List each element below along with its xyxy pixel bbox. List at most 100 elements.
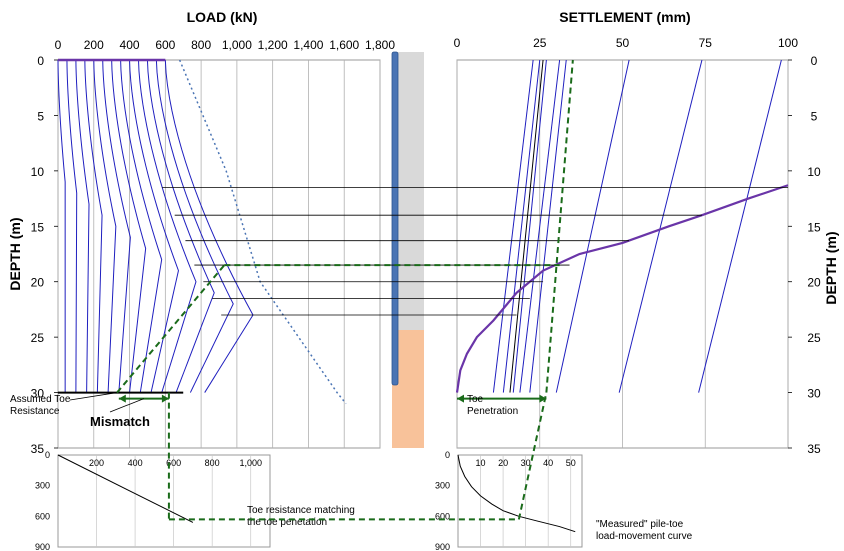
settlement-y-tick: 0 xyxy=(811,54,818,68)
load-x-tick: 800 xyxy=(191,38,211,52)
load-curve xyxy=(146,59,215,393)
load-curve xyxy=(66,59,78,393)
tm-x-tick: 10 xyxy=(476,458,486,468)
measured-label-2: load-movement curve xyxy=(596,531,693,542)
toe-penetration-label-1: Toe xyxy=(467,394,484,405)
load-y-tick: 0 xyxy=(37,54,44,68)
settlement-x-tick: 100 xyxy=(778,36,798,50)
settlement-y-ticks: 0 5 10 15 20 25 30 35 xyxy=(807,54,821,456)
tr-x-tick: 600 xyxy=(166,458,181,468)
load-x-tick: 1,000 xyxy=(222,38,252,52)
tr-y-tick: 600 xyxy=(35,511,50,521)
settlement-x-tick: 75 xyxy=(699,36,713,50)
tm-y-tick: 900 xyxy=(435,542,450,551)
settlement-x-tick: 50 xyxy=(616,36,630,50)
construction-lines xyxy=(116,59,574,521)
load-y-tick: 30 xyxy=(31,387,45,401)
toe-match-label-2: the toe penetation xyxy=(247,517,327,528)
toe-pen-arrowhead-left xyxy=(457,394,464,403)
toe-resistance-x-ticks: 200 400 600 800 1,000 xyxy=(89,458,262,468)
toe-penetration-label-2: Penetration xyxy=(467,406,518,417)
load-curve xyxy=(129,59,179,393)
toe-match-label-1: Toe resistance matching xyxy=(247,505,355,516)
toe-movement-plot xyxy=(457,454,583,548)
settlement-y-tick: 20 xyxy=(807,276,821,290)
load-x-tick: 1,200 xyxy=(258,38,288,52)
toe-resistance-line xyxy=(57,454,194,523)
settlement-y-tick: 25 xyxy=(807,331,821,345)
tm-y-tick: 0 xyxy=(445,450,450,460)
construction-line xyxy=(545,59,574,393)
toe-resistance-grid xyxy=(96,455,252,547)
toe-movement-y-ticks: 0 300 600 900 xyxy=(435,450,450,551)
settlement-chart: SETTLEMENT (mm) 0 25 50 75 100 0 5 10 15 20 25 30 3… xyxy=(454,9,839,456)
tr-x-tick: 200 xyxy=(89,458,104,468)
toe-resistance-plot xyxy=(57,454,271,548)
load-x-tick: 400 xyxy=(120,38,140,52)
assumed-toe-label-1: Assumed Toe xyxy=(10,394,71,405)
mismatch-label: Mismatch xyxy=(90,414,150,429)
load-ylabel: DEPTH (m) xyxy=(7,217,23,290)
load-y-tick: 25 xyxy=(31,331,45,345)
load-curve xyxy=(57,59,66,393)
load-curve xyxy=(138,59,197,393)
mismatch-pointer xyxy=(109,398,145,413)
settlement-line xyxy=(618,59,703,393)
toe-resistance-curves xyxy=(57,454,194,523)
settlement-y-tick: 10 xyxy=(807,165,821,179)
measured-label-1: "Measured" pile-toe xyxy=(596,519,684,530)
tr-y-tick: 900 xyxy=(35,542,50,551)
load-y-tick: 5 xyxy=(37,109,44,123)
load-y-tick: 20 xyxy=(31,276,45,290)
load-curve xyxy=(75,59,90,393)
tr-y-tick: 300 xyxy=(35,481,50,491)
tr-x-tick: 400 xyxy=(128,458,143,468)
load-curve xyxy=(120,59,163,393)
settlement-title: SETTLEMENT (mm) xyxy=(559,9,690,25)
load-y-ticks: 0 5 10 15 20 25 30 35 xyxy=(31,54,45,456)
settlement-line xyxy=(519,59,561,393)
toe-movement-chart: 10 20 30 40 50 0 300 600 900 "Measured" pile-to… xyxy=(435,450,693,551)
load-x-tick: 200 xyxy=(84,38,104,52)
settlement-x-tick: 0 xyxy=(454,36,461,50)
load-x-ticks: 0 200 400 600 800 1,000 1,200 1,400 1,600 1,800 xyxy=(55,38,396,52)
construction-line xyxy=(517,392,548,520)
tr-x-tick: 1,000 xyxy=(239,458,262,468)
construction-line xyxy=(116,264,226,394)
load-x-tick: 600 xyxy=(155,38,175,52)
load-x-tick: 0 xyxy=(55,38,62,52)
load-x-tick: 1,400 xyxy=(293,38,323,52)
settlement-black-line xyxy=(509,59,544,393)
toe-pen-arrowhead-right xyxy=(539,394,547,403)
settlement-y-tick: 35 xyxy=(807,442,821,456)
settlement-line xyxy=(492,59,534,393)
load-curve xyxy=(102,59,131,393)
settlement-line xyxy=(529,59,567,393)
toe-movement-grid xyxy=(480,455,572,547)
toe-resistance-y-ticks: 0 300 600 900 xyxy=(35,450,50,551)
load-curve xyxy=(84,59,103,393)
pile-shaft xyxy=(391,51,399,386)
load-y-tick: 10 xyxy=(31,165,45,179)
load-curve xyxy=(155,59,234,393)
tm-y-tick: 300 xyxy=(435,481,450,491)
assumed-toe-pointer xyxy=(69,392,118,401)
settlement-y-tick: 15 xyxy=(807,220,821,234)
settlement-line xyxy=(512,59,547,393)
load-y-tick: 15 xyxy=(31,220,45,234)
settlement-x-ticks: 0 25 50 75 100 xyxy=(454,36,799,50)
connector-lines xyxy=(162,187,788,316)
toe-movement-curve xyxy=(457,454,576,533)
tm-x-tick: 50 xyxy=(566,458,576,468)
toe-movement-curves xyxy=(457,454,576,533)
tm-x-tick: 40 xyxy=(543,458,553,468)
assumed-toe-label-2: Resistance xyxy=(10,406,60,417)
load-title: LOAD (kN) xyxy=(187,9,258,25)
settlement-y-tick: 5 xyxy=(811,109,818,123)
toe-movement-x-ticks: 10 20 30 40 50 xyxy=(476,458,576,468)
settlement-y-tick: 30 xyxy=(807,387,821,401)
pile-column xyxy=(391,51,424,448)
tm-x-tick: 30 xyxy=(521,458,531,468)
load-x-tick: 1,800 xyxy=(365,38,395,52)
